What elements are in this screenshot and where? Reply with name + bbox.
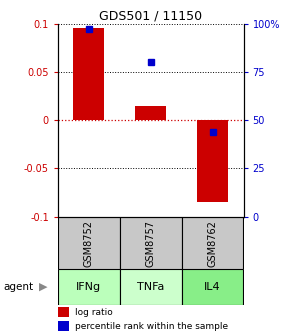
Bar xyxy=(58,217,120,269)
Bar xyxy=(182,269,243,304)
Title: GDS501 / 11150: GDS501 / 11150 xyxy=(99,9,202,23)
Text: GSM8757: GSM8757 xyxy=(146,219,156,266)
Text: log ratio: log ratio xyxy=(75,308,113,317)
Bar xyxy=(58,322,69,331)
Bar xyxy=(73,28,104,120)
Text: GSM8762: GSM8762 xyxy=(208,220,218,266)
Bar xyxy=(197,120,228,202)
Bar xyxy=(135,106,166,120)
Bar xyxy=(58,307,69,317)
Text: GSM8752: GSM8752 xyxy=(84,219,94,266)
Text: agent: agent xyxy=(3,282,33,292)
Text: IFNg: IFNg xyxy=(76,282,102,292)
Bar xyxy=(120,217,182,269)
Text: IL4: IL4 xyxy=(204,282,221,292)
Text: TNFa: TNFa xyxy=(137,282,164,292)
Bar xyxy=(182,217,243,269)
Bar xyxy=(120,269,182,304)
Text: ▶: ▶ xyxy=(39,282,48,292)
Bar xyxy=(58,269,120,304)
Text: percentile rank within the sample: percentile rank within the sample xyxy=(75,322,228,331)
